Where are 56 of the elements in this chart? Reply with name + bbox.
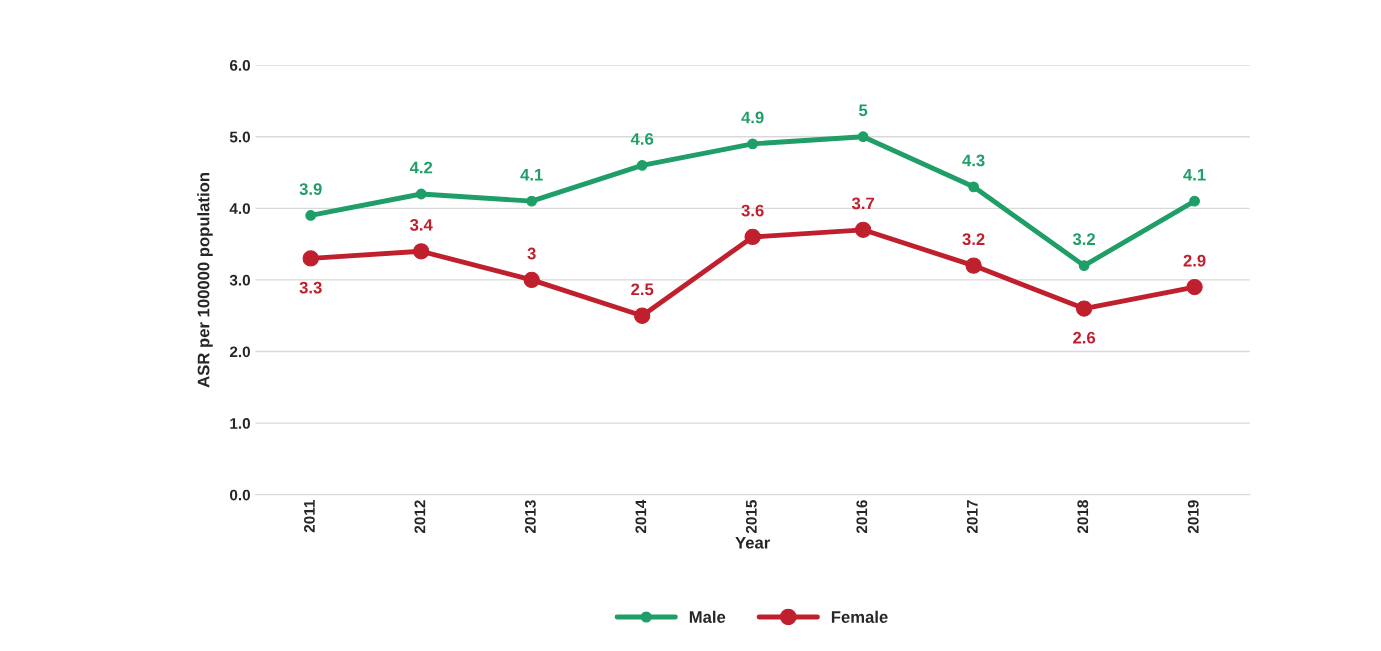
x-tick-label: 2018 [1077, 500, 1089, 534]
y-axis-title: ASR per 100000 population [197, 173, 213, 388]
data-label: 5 [859, 104, 868, 117]
x-tick-label: 2016 [856, 500, 868, 534]
data-label: 2.9 [1183, 254, 1206, 267]
point [744, 228, 761, 246]
x-tick-label: 2012 [414, 500, 426, 534]
x-tick-label: 2017 [966, 500, 978, 534]
x-tick-label: 2011 [304, 500, 315, 533]
point [1078, 260, 1090, 271]
point [302, 250, 319, 267]
point [523, 271, 540, 289]
y-tick-label: 4.0 [229, 203, 250, 215]
x-tick-label: 2015 [745, 500, 757, 534]
point [305, 210, 317, 221]
data-label: 3.3 [299, 281, 322, 294]
legend-label: Female [831, 610, 888, 623]
x-tick-label: 2019 [1187, 500, 1199, 534]
data-label: 3.9 [299, 183, 322, 195]
point [857, 131, 869, 143]
point [747, 138, 759, 150]
point [1075, 300, 1093, 317]
data-label: 3.7 [851, 197, 874, 210]
data-label: 3 [527, 247, 536, 260]
data-label: 3.6 [741, 204, 764, 217]
point [965, 257, 982, 274]
legend-label: Male [689, 610, 726, 623]
point [1189, 195, 1200, 207]
y-tick-label: 0.0 [229, 489, 250, 501]
x-axis-title: Year [735, 536, 771, 549]
x-tick-label: 2013 [524, 500, 536, 534]
data-label: 3.2 [962, 233, 985, 246]
point [413, 243, 430, 260]
point [968, 181, 979, 193]
y-tick-label: 3.0 [229, 274, 250, 286]
y-tick-label: 6.0 [229, 59, 250, 71]
data-label: 4.1 [520, 169, 543, 181]
data-label: 2.6 [1073, 331, 1096, 344]
data-label: 3.2 [1072, 233, 1095, 246]
point [1186, 278, 1203, 296]
data-label: 2.5 [631, 283, 654, 296]
point [636, 159, 648, 171]
data-label: 4.3 [962, 154, 985, 167]
data-label: 4.6 [630, 133, 654, 145]
y-tick-label: 5.0 [229, 131, 250, 143]
data-label: 3.4 [410, 218, 433, 231]
data-label: 4.2 [409, 161, 433, 174]
point [526, 195, 538, 207]
point [415, 188, 427, 200]
data-label: 4.9 [741, 111, 764, 124]
y-tick-label: 2.0 [229, 346, 250, 358]
y-tick-label: 1.0 [230, 418, 250, 429]
x-tick-label: 2014 [635, 499, 647, 534]
point [854, 221, 872, 238]
data-label: 4.1 [1183, 169, 1206, 181]
point [634, 307, 651, 324]
